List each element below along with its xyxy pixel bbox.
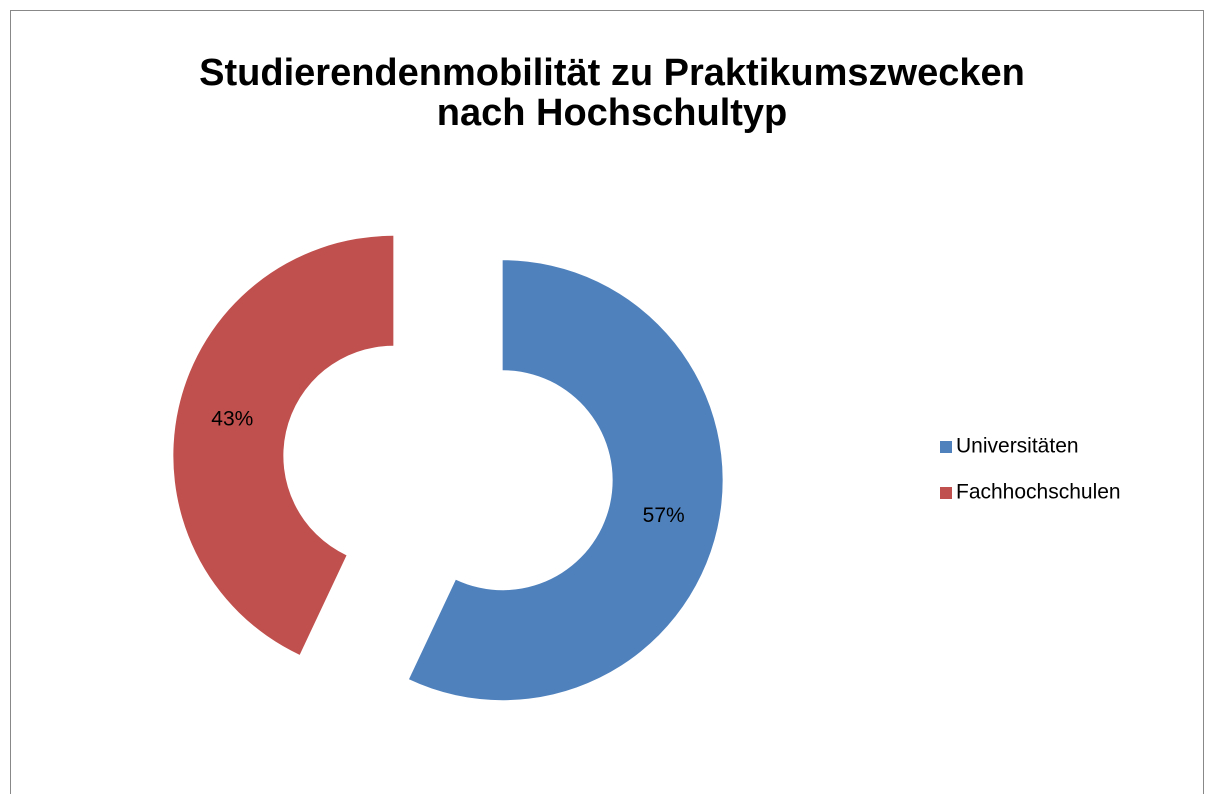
data-label: 57% <box>643 504 685 527</box>
legend-label: Fachhochschulen <box>956 481 1121 504</box>
legend-label: Universitäten <box>956 435 1079 458</box>
donut-segment <box>408 260 723 701</box>
chart-title: Studierendenmobilität zu Praktikumszweck… <box>199 52 1025 94</box>
legend-swatch <box>940 441 952 453</box>
legend-swatch <box>940 487 952 499</box>
donut-segment <box>173 235 394 655</box>
chart-title: nach Hochschultyp <box>437 92 788 134</box>
data-label: 43% <box>211 407 253 430</box>
